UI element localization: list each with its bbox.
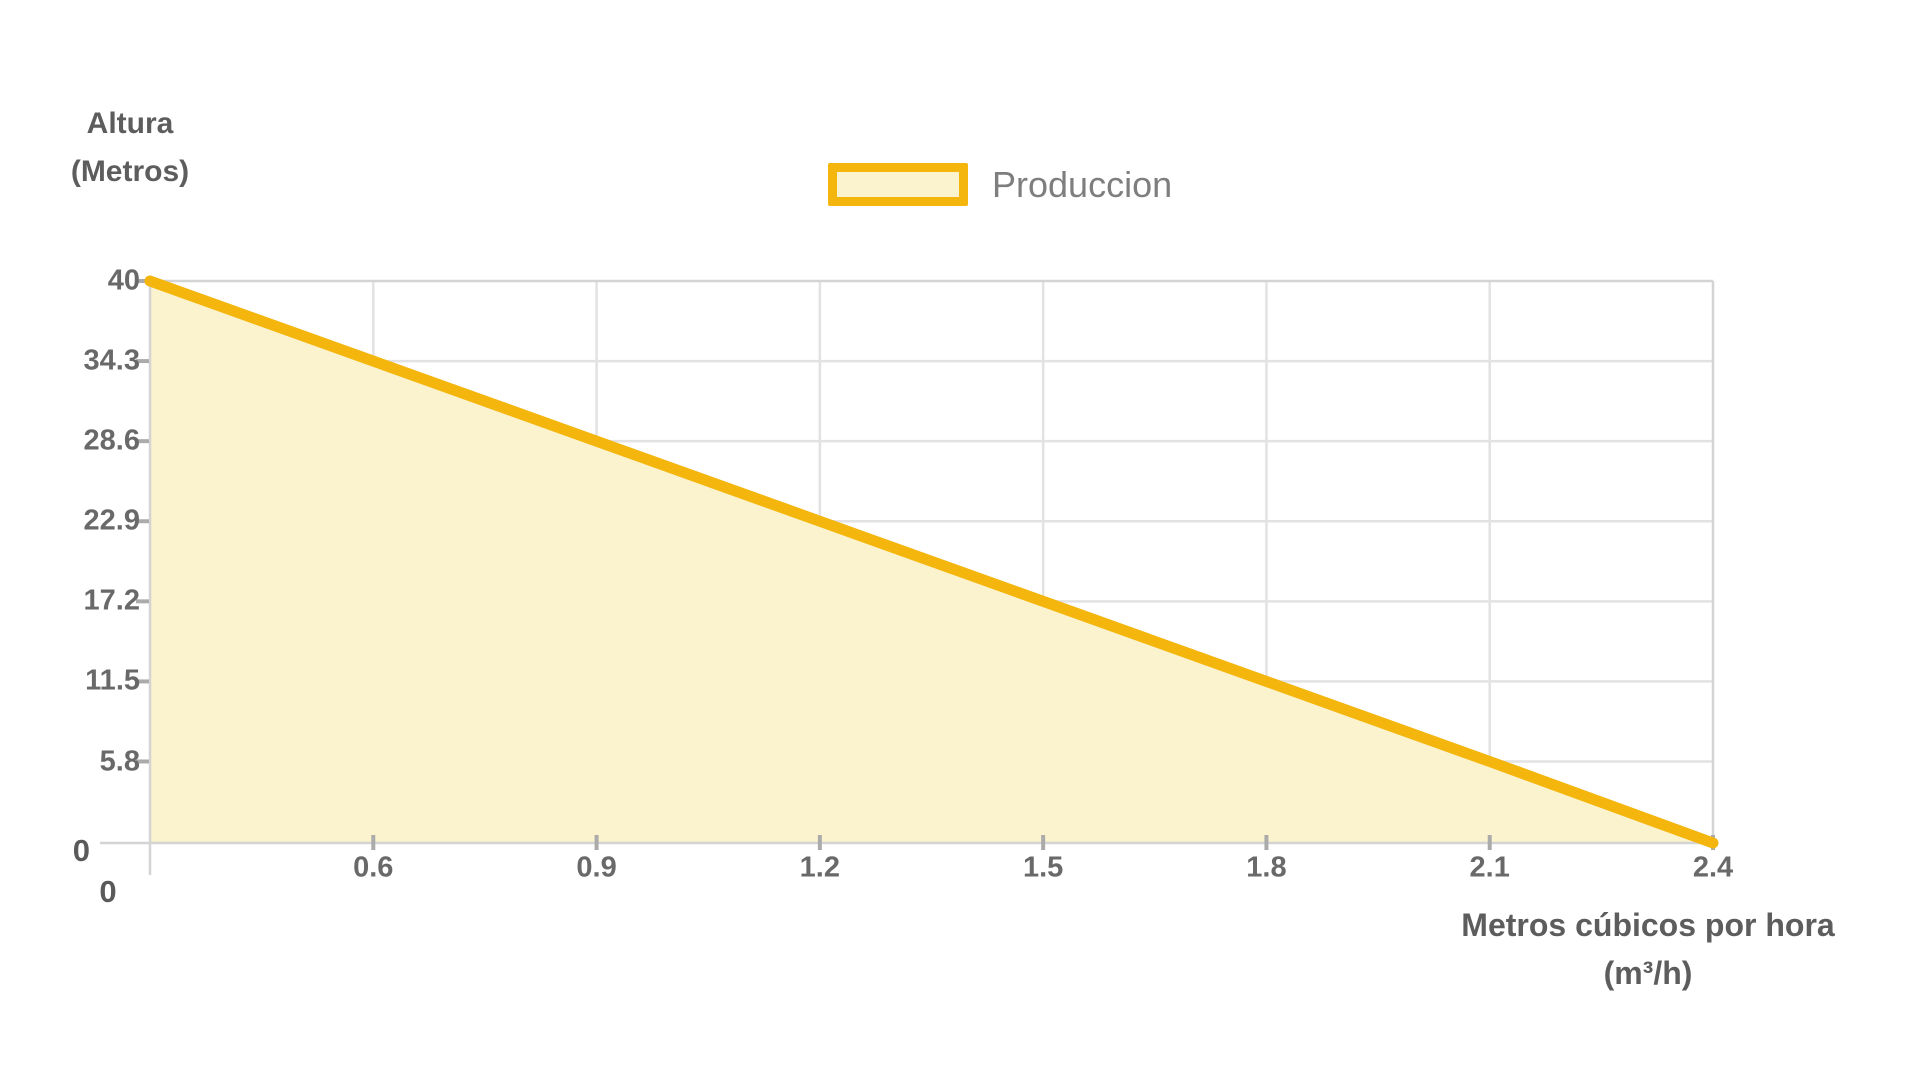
x-tick-label: 2.1	[1469, 851, 1510, 884]
x-tick-label: 2.4	[1692, 851, 1734, 884]
legend: Produccion	[828, 163, 1172, 206]
x-axis-title-line1: Metros cúbicos por hora	[1461, 907, 1835, 943]
y-tick-label: 34.3	[83, 344, 140, 377]
x-axis-title: Metros cúbicos por hora (m³/h)	[1461, 901, 1834, 997]
x-tick-label-zero: 0	[99, 874, 117, 909]
y-tick-label-zero: 0	[72, 833, 90, 868]
x-axis-title-line2: (m³/h)	[1603, 955, 1693, 991]
y-axis-title-line2: (Metros)	[70, 155, 190, 188]
y-axis-title: Altura (Metros)	[71, 100, 189, 196]
y-tick-label: 22.9	[83, 504, 140, 537]
y-axis-title-line1: Altura	[86, 107, 174, 140]
x-tick-label: 1.2	[799, 851, 841, 884]
x-tick-label: 1.8	[1246, 851, 1287, 884]
y-tick-label: 28.6	[83, 424, 140, 457]
legend-label: Produccion	[992, 163, 1173, 205]
y-tick-label: 5.8	[99, 745, 140, 777]
legend-swatch-icon	[828, 163, 968, 206]
x-tick-label: 0.9	[576, 851, 617, 884]
x-tick-label: 1.5	[1022, 851, 1064, 884]
y-tick-label: 11.5	[85, 664, 140, 697]
y-tick-label: 17.2	[83, 584, 140, 617]
x-tick-label: 0.6	[353, 851, 394, 884]
y-tick-label: 40	[107, 264, 140, 297]
